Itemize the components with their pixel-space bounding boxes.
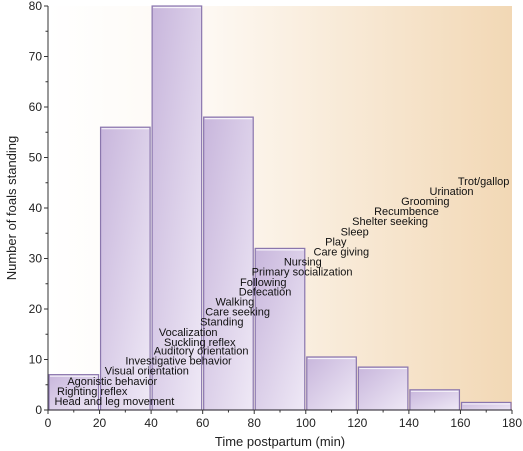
behavior-annotation: Recumbence <box>374 206 439 218</box>
behavior-annotation: Defecation <box>239 286 292 298</box>
y-tick-label: 50 <box>29 151 43 165</box>
behavior-annotation: Righting reflex <box>57 386 128 398</box>
y-tick-label: 80 <box>29 0 43 13</box>
behavior-annotation: Urination <box>430 186 474 198</box>
y-axis-label: Number of foals standing <box>4 136 19 281</box>
histogram-bar <box>357 366 409 411</box>
behavior-annotation: Care seeking <box>205 307 270 319</box>
behavior-annotation: Care giving <box>314 246 370 258</box>
behavior-annotation: Suckling reflex <box>164 337 236 349</box>
behavior-annotation: Sleep <box>341 226 369 238</box>
behavior-annotation: Standing <box>200 317 243 329</box>
histogram-bar <box>151 5 203 411</box>
behavior-annotation: Following <box>240 277 286 289</box>
behavior-annotation: Agonistic behavior <box>67 376 157 388</box>
axes-group: 0 10 20 30 40 50 60 70 80 0 20 40 60 80 100 120 140 160 18… <box>29 0 523 430</box>
histogram-bar <box>409 389 461 411</box>
behavior-annotation: Investigative behavior <box>125 356 232 368</box>
behavior-annotation: Primary socialization <box>252 267 353 279</box>
histogram-bar <box>48 374 100 411</box>
behavior-annotation: Visual orientation <box>105 366 189 378</box>
behavior-annotation: Head and leg movement <box>54 396 174 408</box>
x-tick-label: 180 <box>502 416 522 430</box>
y-tick-label: 70 <box>29 50 43 64</box>
y-tick-label: 20 <box>29 302 43 316</box>
y-tick-label: 10 <box>29 353 43 367</box>
y-tick-label: 30 <box>29 252 43 266</box>
y-tick-label: 60 <box>29 100 43 114</box>
x-tick-label: 120 <box>347 416 367 430</box>
behavior-annotation: Grooming <box>401 196 449 208</box>
x-tick-label: 100 <box>296 416 316 430</box>
x-tick-label: 20 <box>93 416 107 430</box>
x-tick-label: 40 <box>144 416 158 430</box>
x-tick-label: 80 <box>248 416 262 430</box>
x-tick-label: 60 <box>196 416 210 430</box>
behavior-annotation: Walking <box>216 296 255 308</box>
behavior-annotation: Play <box>325 236 347 248</box>
behavior-annotation: Auditory orientation <box>154 345 249 357</box>
behavior-annotation: Vocalization <box>159 327 218 339</box>
y-tick-label: 40 <box>29 201 43 215</box>
histogram-bar <box>306 356 357 411</box>
histogram-bar <box>203 116 254 411</box>
behavior-annotation: Nursing <box>284 257 322 269</box>
x-tick-label: 160 <box>450 416 470 430</box>
behavior-annotation: Shelter seeking <box>352 216 428 228</box>
behavior-annotation: Trot/gallop <box>458 176 510 188</box>
histogram-bar <box>254 247 306 411</box>
x-axis-label: Time postpartum (min) <box>215 434 345 449</box>
x-tick-label: 0 <box>45 416 52 430</box>
y-tick-label: 0 <box>35 403 42 417</box>
x-tick-label: 140 <box>399 416 419 430</box>
